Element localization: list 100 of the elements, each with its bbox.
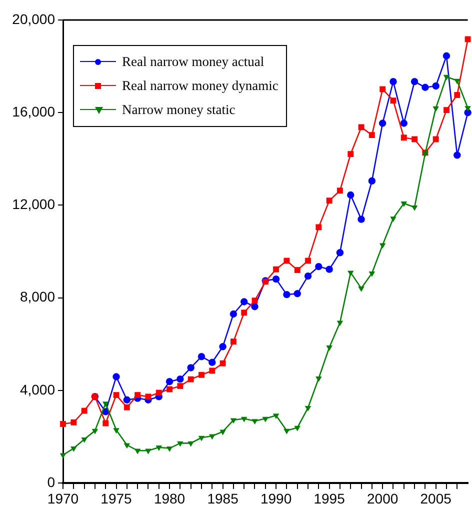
- point: [336, 320, 344, 326]
- point: [262, 416, 269, 422]
- point: [390, 98, 396, 104]
- point: [102, 402, 109, 407]
- point: [432, 82, 440, 90]
- point: [134, 448, 141, 454]
- legend-label: Real narrow money dynamic: [122, 78, 278, 94]
- point: [336, 249, 344, 256]
- point: [70, 419, 77, 426]
- point: [294, 267, 300, 273]
- y-tick-label: 12,000: [12, 196, 56, 212]
- point: [443, 74, 450, 80]
- point: [198, 353, 206, 360]
- point: [209, 434, 216, 440]
- point: [400, 134, 407, 141]
- point: [187, 364, 194, 372]
- point: [444, 107, 450, 114]
- point: [251, 302, 258, 310]
- point: [390, 216, 396, 222]
- point: [315, 262, 322, 270]
- point: [166, 446, 173, 452]
- x-tick-label: 2000: [367, 490, 398, 506]
- point: [241, 310, 248, 316]
- point: [272, 275, 280, 283]
- point: [81, 408, 88, 414]
- point: [454, 152, 461, 159]
- point: [177, 383, 184, 389]
- point: [368, 132, 375, 138]
- point: [188, 376, 194, 382]
- x-tick-label: 2005: [420, 490, 452, 506]
- point: [60, 421, 66, 427]
- point: [411, 205, 418, 211]
- x-tick-label: 1990: [260, 490, 292, 506]
- point: [400, 120, 408, 127]
- point: [220, 360, 226, 366]
- point: [368, 271, 376, 277]
- point: [230, 418, 237, 424]
- point: [156, 446, 162, 451]
- point: [304, 272, 312, 280]
- point: [273, 266, 280, 272]
- point: [123, 396, 131, 404]
- point: [358, 124, 364, 130]
- point: [166, 386, 172, 392]
- point: [92, 428, 98, 434]
- point: [380, 86, 386, 92]
- x-tick-label: 1970: [47, 490, 79, 506]
- legend-label: Narrow money static: [122, 102, 236, 118]
- point: [412, 136, 418, 142]
- point: [400, 202, 407, 207]
- point: [102, 420, 109, 426]
- point: [198, 436, 205, 442]
- point: [304, 406, 312, 412]
- point: [283, 290, 290, 298]
- point: [230, 310, 238, 318]
- point: [208, 358, 216, 366]
- point: [326, 266, 333, 273]
- point: [60, 453, 66, 459]
- point: [188, 441, 194, 447]
- point: [252, 419, 258, 425]
- point: [358, 286, 364, 292]
- point: [432, 136, 439, 142]
- point: [422, 84, 429, 91]
- legend-label: Real narrow money actual: [122, 54, 264, 70]
- point: [124, 404, 130, 410]
- point: [316, 376, 322, 382]
- point: [198, 372, 204, 378]
- point: [454, 92, 460, 98]
- point: [454, 78, 460, 84]
- point: [112, 373, 120, 380]
- point: [219, 343, 226, 350]
- point: [358, 216, 365, 223]
- point: [284, 258, 290, 264]
- point: [326, 346, 332, 351]
- x-tick-label: 1980: [154, 490, 186, 506]
- point: [124, 443, 130, 449]
- point: [166, 378, 174, 386]
- point: [272, 414, 280, 419]
- point: [209, 368, 216, 374]
- point: [134, 392, 141, 398]
- point: [220, 430, 226, 436]
- point: [240, 416, 248, 422]
- point: [145, 394, 152, 400]
- point: [464, 36, 471, 42]
- point: [177, 441, 184, 447]
- x-tick-label: 1995: [314, 490, 346, 506]
- point: [348, 151, 354, 158]
- point: [378, 120, 386, 127]
- point: [284, 428, 290, 434]
- point: [348, 270, 354, 276]
- y-tick-label: 20,000: [12, 10, 56, 27]
- point: [145, 448, 152, 454]
- point: [432, 106, 439, 112]
- point: [464, 106, 471, 112]
- point: [294, 290, 301, 298]
- point: [176, 375, 184, 383]
- y-tick-label: 8,000: [20, 288, 56, 305]
- point: [70, 446, 77, 452]
- x-tick-label: 1975: [100, 490, 132, 506]
- point: [294, 426, 300, 432]
- point: [81, 437, 88, 443]
